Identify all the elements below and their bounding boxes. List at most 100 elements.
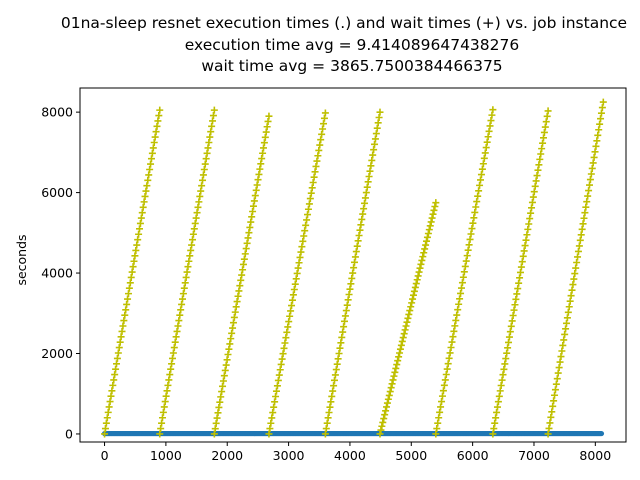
- wait-point: [517, 263, 525, 271]
- wait-point: [209, 112, 217, 120]
- wait-point: [355, 232, 363, 239]
- wait-point: [210, 430, 218, 438]
- wait-point: [466, 235, 474, 243]
- wait-point: [249, 202, 257, 210]
- wait-point: [184, 263, 192, 271]
- wait-point: [592, 142, 600, 150]
- wait-point: [321, 430, 329, 438]
- wait-point: [396, 345, 404, 353]
- wait-point: [385, 391, 393, 399]
- wait-point: [103, 414, 111, 422]
- wait-point: [219, 382, 227, 390]
- wait-batch: [101, 106, 164, 438]
- wait-point: [398, 337, 406, 345]
- wait-point: [433, 425, 441, 433]
- wait-point: [409, 291, 417, 299]
- wait-point: [212, 419, 220, 427]
- wait-point: [196, 192, 204, 200]
- wait-point: [469, 219, 477, 227]
- wait-point: [335, 350, 343, 357]
- wait-point: [197, 187, 205, 195]
- wait-point: [387, 384, 395, 392]
- wait-point: [479, 160, 487, 168]
- wait-point: [597, 109, 605, 117]
- wait-point: [455, 300, 463, 308]
- wait-point: [395, 353, 403, 361]
- wait-point: [205, 139, 213, 147]
- wait-point: [161, 398, 169, 406]
- wait-point: [191, 219, 199, 227]
- wait-point: [408, 299, 416, 307]
- wait-point: [290, 286, 298, 293]
- wait-point: [247, 218, 255, 226]
- wait-point: [168, 360, 176, 368]
- wait-point: [304, 205, 312, 213]
- wait-point: [593, 137, 601, 145]
- x-tick-label: 1000: [150, 448, 182, 463]
- wait-point: [367, 162, 375, 170]
- wait-point: [590, 153, 598, 161]
- wait-point: [168, 354, 176, 362]
- wait-point: [589, 159, 597, 167]
- wait-point: [186, 252, 194, 260]
- wait-point: [457, 284, 465, 292]
- wait-point: [351, 258, 359, 266]
- wait-point: [528, 204, 536, 212]
- wait-point: [210, 106, 218, 114]
- wait-point: [127, 273, 135, 281]
- wait-point: [411, 283, 419, 291]
- wait-point: [477, 176, 485, 184]
- wait-point: [507, 322, 515, 330]
- wait-point: [150, 139, 158, 147]
- wait-point: [284, 323, 292, 331]
- wait-point: [477, 171, 485, 179]
- wait-point: [175, 317, 183, 325]
- wait-point: [179, 295, 186, 303]
- wait-point: [223, 356, 231, 364]
- wait-point: [109, 381, 117, 389]
- wait-point: [263, 123, 271, 131]
- wait-point: [386, 388, 394, 396]
- wait-point: [556, 358, 564, 366]
- wait-point: [216, 398, 224, 406]
- wait-point: [361, 194, 369, 202]
- chart-subtitle-execution: execution time avg = 9.414089647438276: [185, 36, 519, 54]
- plot-frame: [79, 87, 627, 443]
- wait-point: [148, 149, 156, 157]
- wait-point: [253, 181, 261, 189]
- wait-point: [199, 176, 207, 184]
- wait-point: [122, 306, 130, 314]
- wait-point: [344, 296, 352, 304]
- wait-point: [496, 387, 504, 395]
- wait-point: [209, 117, 217, 125]
- wait-point: [468, 225, 476, 233]
- wait-point: [160, 403, 168, 411]
- wait-point: [467, 230, 475, 238]
- wait-point: [300, 232, 308, 240]
- wait-point: [571, 270, 579, 278]
- wait-point: [267, 419, 275, 427]
- wait-point: [236, 282, 244, 290]
- wait-point: [297, 248, 305, 256]
- wait-point: [450, 327, 458, 335]
- plot-area: [101, 98, 607, 438]
- wait-point: [165, 376, 173, 384]
- wait-point: [486, 122, 494, 130]
- wait-point: [345, 291, 353, 298]
- wait-point: [470, 214, 478, 222]
- wait-point: [278, 355, 286, 363]
- wait-point: [576, 236, 584, 244]
- wait-point: [312, 162, 320, 170]
- wait-point: [134, 236, 142, 244]
- wait-point: [230, 313, 238, 321]
- wait-point: [538, 145, 546, 153]
- wait-point: [568, 286, 576, 294]
- wait-point: [155, 112, 163, 120]
- wait-point: [492, 414, 500, 422]
- wait-point: [331, 371, 339, 379]
- wait-point: [518, 258, 526, 266]
- wait-point: [515, 279, 523, 287]
- wait-point: [380, 415, 388, 423]
- wait-point: [339, 328, 347, 336]
- wait-point: [544, 107, 552, 115]
